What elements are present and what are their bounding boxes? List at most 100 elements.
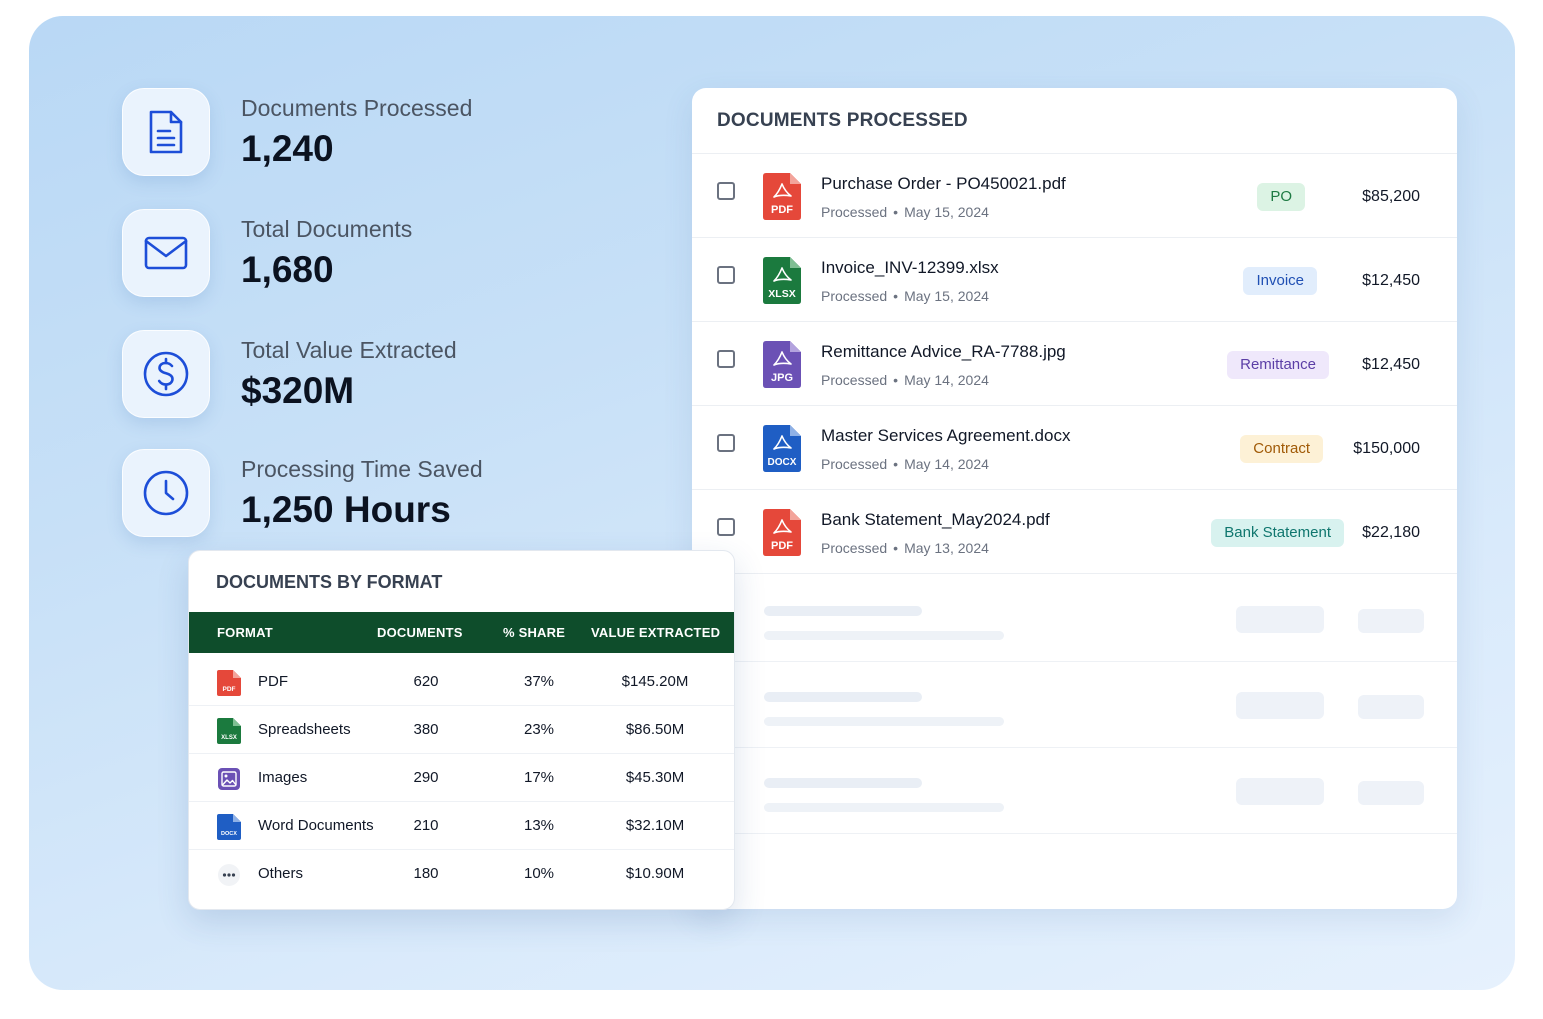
envelope-icon (122, 209, 210, 297)
document-meta: Processed • May 15, 2024 (821, 204, 989, 220)
documents-count: 620 (413, 673, 439, 690)
document-row[interactable]: XLSX Invoice_INV-12399.xlsx Processed • Ma… (692, 238, 1457, 322)
stat-total-value-extracted: Total Value Extracted $320M (122, 330, 562, 420)
stat-total-documents: Total Documents 1,680 (122, 209, 562, 299)
stat-processing-time-saved: Processing Time Saved 1,250 Hours (122, 449, 562, 539)
type-badge: Remittance (1227, 351, 1329, 379)
document-row[interactable]: JPG Remittance Advice_RA-7788.jpg Proces… (692, 322, 1457, 406)
value-extracted: $32.10M (625, 817, 685, 834)
type-badge: Bank Statement (1211, 519, 1344, 547)
documents-count: 290 (413, 769, 439, 786)
xlsx-icon: XLSX (217, 718, 241, 744)
format-name: PDF (258, 673, 288, 690)
share-percent: 37% (523, 673, 555, 690)
document-icon (122, 88, 210, 176)
type-badge: PO (1257, 183, 1305, 211)
type-badge: Invoice (1243, 267, 1317, 295)
document-amount: $12,450 (1362, 356, 1420, 373)
row-checkbox[interactable] (717, 350, 735, 368)
documents-count: 380 (413, 721, 439, 738)
loading-placeholder-row (692, 662, 1457, 748)
docx-icon: DOCX (217, 814, 241, 840)
svg-text:JPG: JPG (771, 372, 793, 384)
clock-icon (122, 449, 210, 537)
document-amount: $85,200 (1362, 188, 1420, 205)
document-name[interactable]: Master Services Agreement.docx (821, 426, 1071, 445)
value-extracted: $145.20M (621, 673, 689, 690)
document-amount: $150,000 (1353, 440, 1420, 457)
documents-count: 180 (413, 865, 439, 882)
row-checkbox[interactable] (717, 266, 735, 284)
column-header-value-extracted: VALUE EXTRACTED (591, 625, 721, 640)
table-row[interactable]: Images 290 17% $45.30M (189, 754, 734, 802)
column-header-documents: DOCUMENTS (377, 625, 463, 640)
row-checkbox[interactable] (717, 518, 735, 536)
format-name: Images (258, 769, 308, 786)
value-extracted: $86.50M (625, 721, 685, 738)
row-checkbox[interactable] (717, 434, 735, 452)
table-row[interactable]: XLSX Spreadsheets 380 23% $86.50M (189, 706, 734, 754)
divider (692, 153, 1457, 154)
share-percent: 23% (523, 721, 555, 738)
documents-count: 210 (413, 817, 439, 834)
dollar-icon (122, 330, 210, 418)
table-row[interactable]: PDF PDF 620 37% $145.20M (189, 658, 734, 706)
more-icon (218, 864, 240, 886)
format-name: Spreadsheets (258, 721, 351, 738)
document-meta: Processed • May 14, 2024 (821, 456, 989, 472)
document-meta: Processed • May 13, 2024 (821, 540, 989, 556)
stat-documents-processed: Documents Processed 1,240 (122, 88, 562, 178)
svg-text:XLSX: XLSX (768, 288, 795, 300)
document-meta: Processed • May 15, 2024 (821, 288, 989, 304)
document-name[interactable]: Purchase Order - PO450021.pdf (821, 174, 1066, 193)
stat-label: Documents Processed (241, 95, 473, 121)
document-name[interactable]: Bank Statement_May2024.pdf (821, 510, 1050, 529)
column-header-share: % SHARE (503, 625, 566, 640)
document-row[interactable]: PDF Purchase Order - PO450021.pdf Proces… (692, 154, 1457, 238)
share-percent: 17% (523, 769, 555, 786)
table-header: FORMAT DOCUMENTS % SHARE VALUE EXTRACTED (189, 612, 734, 653)
document-name[interactable]: Invoice_INV-12399.xlsx (821, 258, 999, 277)
stat-label: Total Value Extracted (241, 337, 457, 363)
svg-text:PDF: PDF (771, 204, 793, 216)
document-amount: $12,450 (1362, 272, 1420, 289)
docx-file-icon: DOCX (763, 425, 801, 472)
format-name: Word Documents (258, 817, 374, 834)
panel-title: DOCUMENTS BY FORMAT (216, 572, 443, 592)
documents-processed-panel: DOCUMENTS PROCESSED PDF Purchase Order -… (692, 88, 1457, 909)
svg-text:XLSX: XLSX (221, 735, 237, 741)
column-header-format: FORMAT (217, 625, 273, 640)
dashboard-canvas: Documents Processed 1,240 Total Document… (29, 16, 1515, 990)
type-badge: Contract (1240, 435, 1323, 463)
panel-title: DOCUMENTS PROCESSED (717, 110, 968, 131)
table-row[interactable]: Others 180 10% $10.90M (189, 850, 734, 898)
stat-value: 1,240 (241, 128, 334, 169)
document-name[interactable]: Remittance Advice_RA-7788.jpg (821, 342, 1066, 361)
stat-label: Total Documents (241, 216, 413, 242)
pdf-icon: PDF (217, 670, 241, 696)
value-extracted: $10.90M (625, 865, 685, 882)
pdf-file-icon: PDF (763, 509, 801, 556)
svg-text:PDF: PDF (223, 686, 236, 693)
jpg-file-icon: JPG (763, 341, 801, 388)
document-row[interactable]: DOCX Master Services Agreement.docx Proc… (692, 406, 1457, 490)
svg-text:DOCX: DOCX (768, 457, 797, 468)
stat-value: 1,250 Hours (241, 489, 451, 530)
svg-text:DOCX: DOCX (221, 831, 237, 837)
format-name: Others (258, 865, 304, 882)
table-row[interactable]: DOCX Word Documents 210 13% $32.10M (189, 802, 734, 850)
image-icon (218, 768, 240, 790)
document-row[interactable]: PDF Bank Statement_May2024.pdf Processed… (692, 490, 1457, 574)
stat-value: $320M (241, 370, 355, 411)
svg-text:PDF: PDF (771, 540, 793, 552)
loading-placeholder-row (692, 576, 1457, 662)
document-amount: $22,180 (1362, 524, 1420, 541)
row-checkbox[interactable] (717, 182, 735, 200)
documents-by-format-panel: DOCUMENTS BY FORMAT FORMAT DOCUMENTS % S… (188, 550, 735, 910)
document-meta: Processed • May 14, 2024 (821, 372, 989, 388)
share-percent: 13% (523, 817, 555, 834)
share-percent: 10% (523, 865, 555, 882)
stat-value: 1,680 (241, 249, 334, 290)
value-extracted: $45.30M (625, 769, 685, 786)
xlsx-file-icon: XLSX (763, 257, 801, 304)
